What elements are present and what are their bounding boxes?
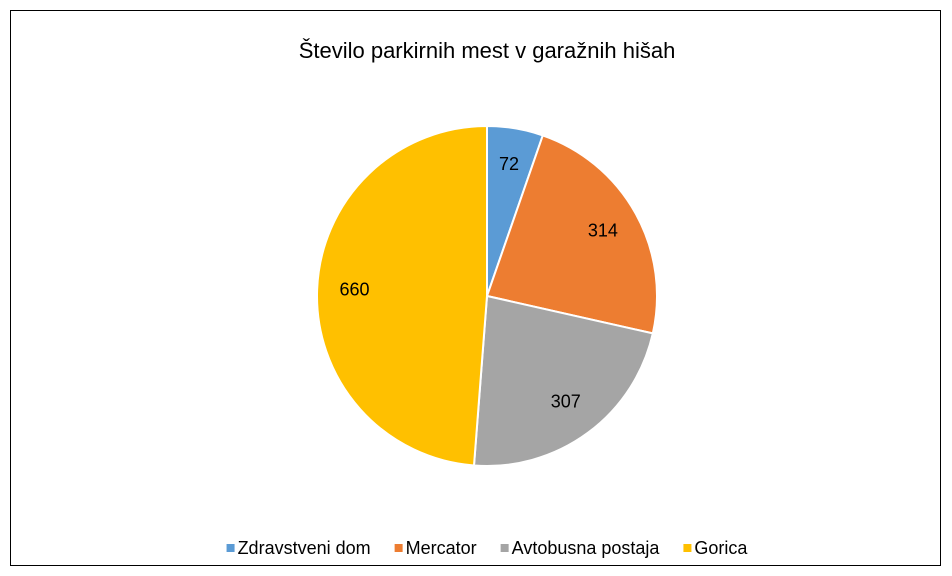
pie-slice — [472, 294, 655, 467]
pie-slice — [485, 134, 658, 335]
legend-label: Gorica — [694, 538, 748, 558]
pie-slice — [316, 124, 488, 467]
legend-marker — [500, 544, 509, 552]
data-label: 660 — [339, 280, 369, 300]
chart-title: Število parkirnih mest v garažnih hišah — [299, 38, 676, 63]
data-label: 307 — [551, 391, 581, 411]
legend-marker — [683, 544, 692, 552]
legend-label: Zdravstveni dom — [238, 538, 371, 558]
legend-label: Avtobusna postaja — [512, 538, 661, 558]
data-label: 314 — [588, 220, 618, 240]
legend-marker — [226, 544, 235, 552]
legend-label: Mercator — [406, 538, 477, 558]
legend-marker — [394, 544, 403, 552]
data-label: 72 — [499, 154, 519, 174]
